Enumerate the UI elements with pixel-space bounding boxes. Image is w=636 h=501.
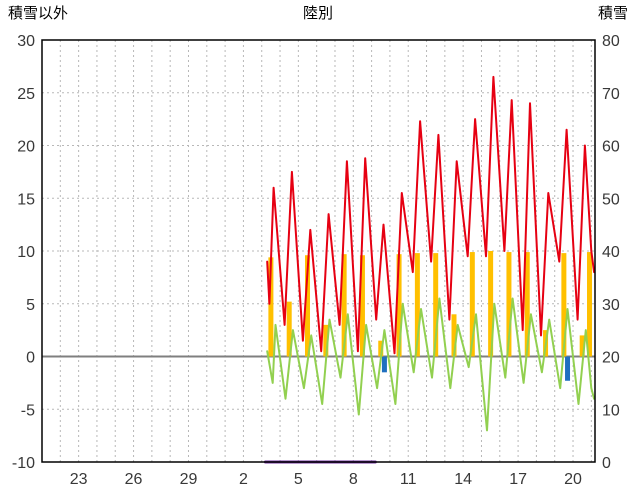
y-right-tick-label: 20 — [602, 350, 620, 367]
y-left-tick-label: 0 — [26, 350, 35, 367]
x-tick-label: 8 — [349, 471, 358, 488]
y-right-tick-label: 0 — [602, 455, 611, 472]
y-right-tick-label: 10 — [602, 402, 620, 419]
x-tick-label: 23 — [70, 471, 88, 488]
left-axis-title: 積雪以外 — [8, 5, 69, 22]
x-tick-label: 29 — [180, 471, 198, 488]
x-tick-label: 5 — [294, 471, 303, 488]
y-left-tick-label: -5 — [21, 402, 35, 419]
y-left-tick-label: 20 — [17, 139, 35, 156]
y-left-tick-label: 30 — [17, 33, 35, 50]
y-right-tick-label: 80 — [602, 33, 620, 50]
x-tick-label: 17 — [509, 471, 527, 488]
y-right-tick-label: 70 — [602, 86, 620, 103]
x-tick-label: 14 — [454, 471, 472, 488]
y-left-tick-label: 15 — [17, 191, 35, 208]
x-tick-label: 11 — [400, 471, 417, 488]
right-axis-title: 積雪 — [597, 5, 628, 22]
y-right-tick-label: 30 — [602, 297, 620, 314]
y-left-tick-label: 10 — [17, 244, 35, 261]
y-right-tick-label: 50 — [602, 191, 620, 208]
chart-title: 陸別 — [302, 5, 334, 22]
x-tick-label: 20 — [564, 471, 582, 488]
y-left-tick-label: -10 — [12, 455, 35, 472]
y-left-tick-label: 25 — [17, 86, 35, 103]
y-left-tick-label: 5 — [26, 297, 35, 314]
y-right-tick-label: 40 — [602, 244, 620, 261]
x-tick-label: 26 — [125, 471, 143, 488]
x-tick-label: 2 — [239, 471, 248, 488]
y-right-tick-label: 60 — [602, 139, 620, 156]
